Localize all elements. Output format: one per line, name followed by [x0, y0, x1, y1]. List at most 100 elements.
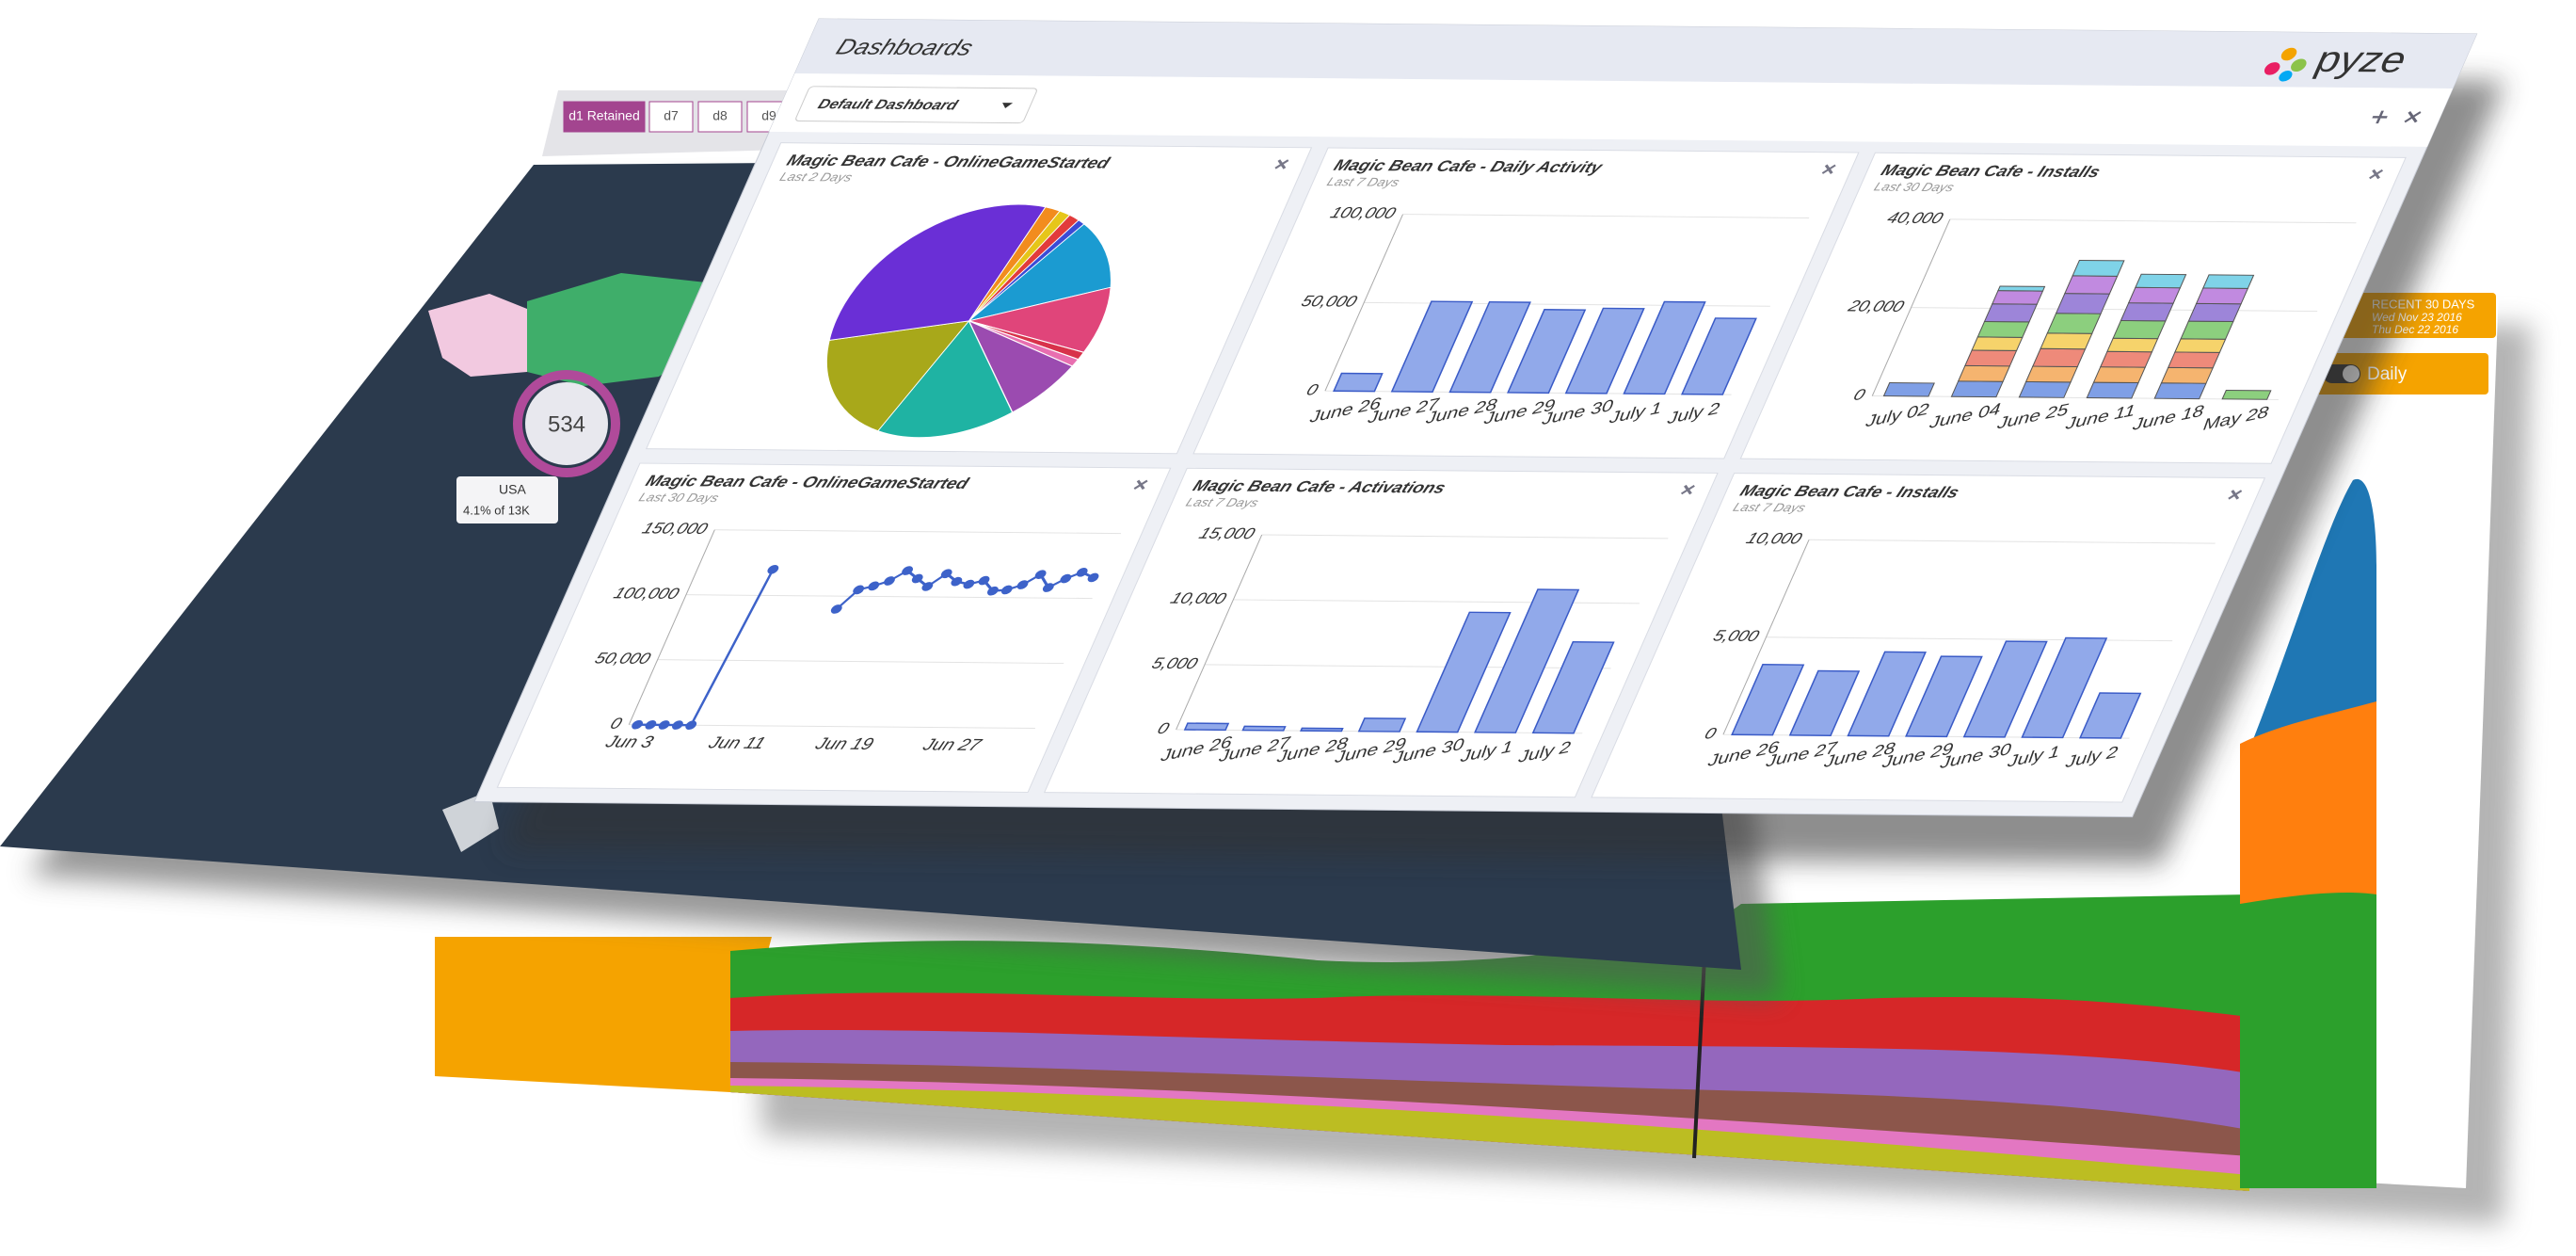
panel-header	[794, 19, 2477, 89]
widget-title: Magic Bean Cafe - OnlineGameStarted	[643, 472, 972, 492]
point	[884, 576, 895, 586]
point	[1060, 573, 1072, 584]
x-tick-label: Jun 27	[919, 735, 984, 754]
bar-segment	[1976, 321, 2030, 338]
tab[interactable]	[648, 101, 694, 133]
point	[658, 720, 670, 730]
point	[1076, 567, 1088, 577]
bar-segment	[1997, 285, 2046, 292]
y-axis	[1324, 214, 1404, 392]
widget-frame	[496, 462, 1172, 793]
tab[interactable]	[563, 101, 646, 133]
widget-subtitle: Last 30 Days	[637, 491, 722, 505]
bar	[1847, 651, 1927, 737]
map-share: 4.1% of 13K	[463, 503, 530, 517]
bar-segment	[1964, 349, 2018, 367]
bar	[1531, 641, 1615, 734]
bar	[1416, 611, 1512, 733]
bar-segment	[2018, 380, 2072, 398]
point	[911, 573, 923, 584]
dashboard-select[interactable]	[794, 86, 1037, 124]
logo-mark	[2280, 47, 2297, 61]
bar-segment	[1950, 380, 2004, 398]
bar-segment	[2195, 287, 2249, 305]
bar-segment	[2127, 286, 2182, 304]
add-icon[interactable]	[2370, 110, 2390, 124]
bar-segment	[1983, 303, 2039, 323]
bar	[1564, 307, 1645, 395]
tab-label: d1 Retained	[568, 108, 640, 123]
point	[632, 719, 644, 730]
close-icon[interactable]	[2404, 110, 2422, 123]
point	[1087, 572, 1099, 583]
logo-mark	[2279, 70, 2293, 82]
bar-segment	[2055, 293, 2111, 314]
widget-close[interactable]	[1680, 484, 1695, 495]
grid-line	[1261, 534, 1669, 539]
point	[902, 566, 913, 575]
bar-segment	[2106, 337, 2159, 353]
x-tick-label: Jun 19	[811, 734, 876, 753]
point	[685, 720, 697, 731]
bar	[1962, 640, 2048, 738]
widget-subtitle: Last 7 Days	[1325, 175, 1402, 189]
map-region	[442, 791, 499, 852]
tab[interactable]	[697, 101, 743, 133]
y-tick-label: 40,000	[1884, 208, 1946, 226]
y-tick-label: 50,000	[592, 649, 654, 667]
tab-label: d8	[712, 108, 728, 123]
map-bubble-value: 534	[548, 411, 585, 437]
point	[940, 569, 952, 579]
widget-close[interactable]	[2228, 490, 2243, 500]
bar	[1905, 655, 1983, 738]
widget-close[interactable]	[2369, 169, 2384, 180]
grid-line	[629, 724, 1036, 730]
bar	[1474, 588, 1580, 733]
widget-title: Magic Bean Cafe - Daily Activity	[1331, 156, 1606, 176]
point	[978, 575, 990, 586]
bar-segment	[2086, 381, 2139, 399]
dashboard-panel: Dashboards pyze Default Dashboard Magic …	[473, 18, 2478, 818]
widget-close[interactable]	[1274, 159, 1289, 169]
pie-slice	[828, 203, 1047, 341]
widget-title: Magic Bean Cafe - Installs	[1737, 481, 1962, 501]
bar	[1390, 300, 1474, 393]
map-region	[527, 273, 715, 386]
grid-line	[1402, 214, 1810, 218]
bar-segment	[2135, 273, 2187, 289]
y-tick-label: 10,000	[1744, 529, 1806, 547]
widget: Magic Bean Cafe - OnlineGameStartedLast …	[645, 142, 1313, 455]
orange-block	[435, 937, 772, 1092]
bar-segment	[2099, 350, 2153, 368]
widget-title: Magic Bean Cafe - OnlineGameStarted	[784, 151, 1113, 171]
bar-segment	[2221, 389, 2272, 400]
bar-segment	[2160, 366, 2214, 384]
bar-segment	[2153, 382, 2207, 400]
grid-line	[685, 594, 1093, 600]
logo: pyze	[2309, 40, 2414, 81]
widget-close[interactable]	[1133, 479, 1148, 491]
bar	[1300, 727, 1344, 733]
widget-subtitle: Last 7 Days	[1184, 495, 1261, 509]
y-tick-label: 5,000	[1149, 654, 1202, 672]
bar-segment	[2180, 320, 2234, 340]
map-tooltip	[456, 476, 558, 523]
pie-slice	[876, 319, 1014, 439]
widget-subtitle: Last 7 Days	[1731, 500, 1808, 514]
point	[672, 720, 683, 730]
y-axis	[1871, 218, 1951, 396]
pie-slice	[825, 320, 970, 432]
grid-line	[1911, 307, 2318, 313]
grid-line	[1808, 539, 2216, 544]
grid-line	[1949, 218, 2357, 224]
bar-segment	[2167, 351, 2221, 369]
y-tick-label: 150,000	[639, 519, 712, 537]
widget-close[interactable]	[1821, 164, 1836, 174]
point	[1042, 583, 1054, 592]
area-band	[2240, 893, 2376, 1188]
bar	[2021, 636, 2108, 739]
panel-title: Dashboards	[832, 36, 976, 60]
